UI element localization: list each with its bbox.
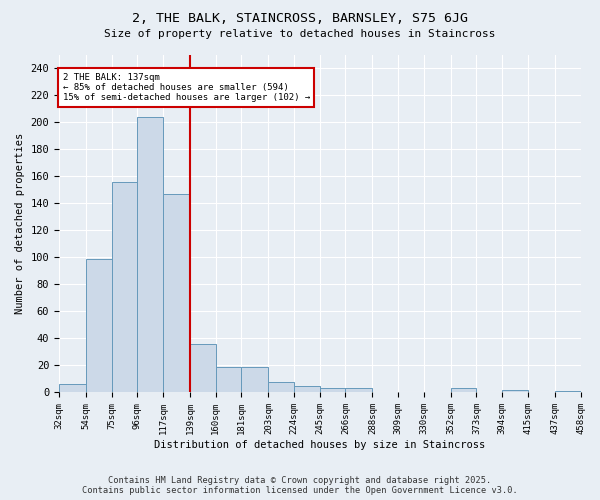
Y-axis label: Number of detached properties: Number of detached properties bbox=[15, 133, 25, 314]
Bar bbox=[112, 182, 137, 392]
Bar bbox=[320, 388, 346, 392]
Bar bbox=[268, 382, 294, 392]
Bar bbox=[502, 390, 528, 392]
Bar bbox=[137, 117, 163, 392]
Text: Size of property relative to detached houses in Staincross: Size of property relative to detached ho… bbox=[104, 29, 496, 39]
Bar bbox=[190, 344, 216, 393]
Text: Contains HM Land Registry data © Crown copyright and database right 2025.
Contai: Contains HM Land Registry data © Crown c… bbox=[82, 476, 518, 495]
Text: 2, THE BALK, STAINCROSS, BARNSLEY, S75 6JG: 2, THE BALK, STAINCROSS, BARNSLEY, S75 6… bbox=[132, 12, 468, 26]
Text: 2 THE BALK: 137sqm
← 85% of detached houses are smaller (594)
15% of semi-detach: 2 THE BALK: 137sqm ← 85% of detached hou… bbox=[63, 72, 310, 102]
Bar bbox=[86, 259, 112, 392]
Bar bbox=[451, 388, 476, 392]
Bar bbox=[163, 194, 190, 392]
Bar bbox=[241, 367, 268, 392]
Bar bbox=[555, 391, 581, 392]
Bar bbox=[59, 384, 86, 392]
Bar bbox=[346, 388, 373, 392]
Bar bbox=[216, 367, 241, 392]
Bar bbox=[294, 386, 320, 392]
X-axis label: Distribution of detached houses by size in Staincross: Distribution of detached houses by size … bbox=[154, 440, 485, 450]
